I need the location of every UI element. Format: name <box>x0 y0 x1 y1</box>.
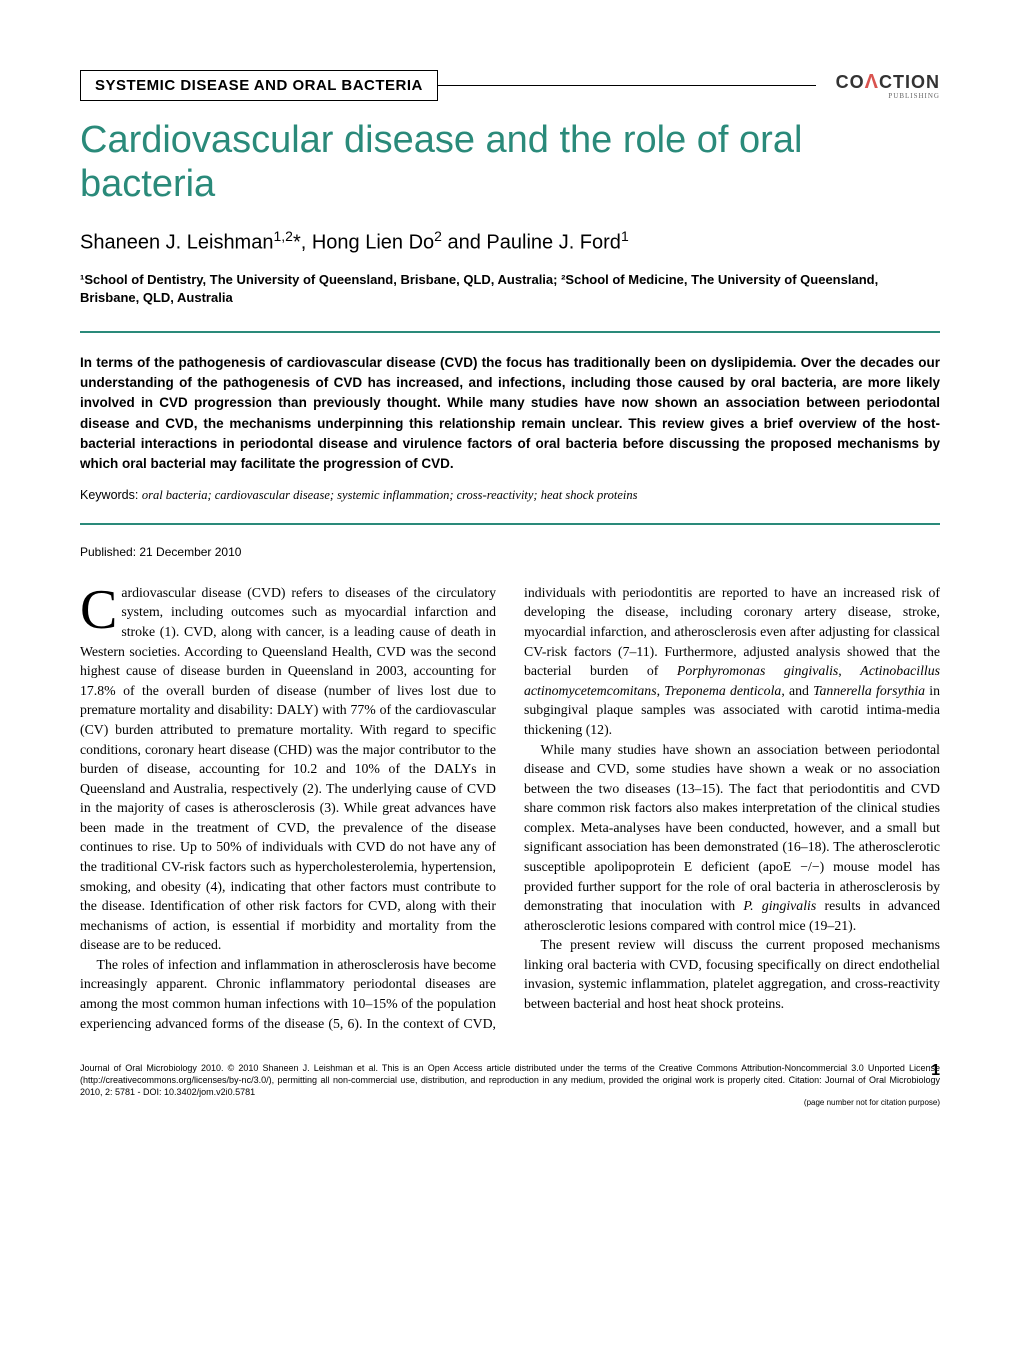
keywords-values: oral bacteria; cardiovascular disease; s… <box>142 488 638 502</box>
header-row: SYSTEMIC DISEASE AND ORAL BACTERIA COΛCT… <box>80 70 940 101</box>
body-p2-ital4: Tannerella forsythia <box>813 683 925 698</box>
publisher-text-a: CO <box>836 72 865 92</box>
section-label: SYSTEMIC DISEASE AND ORAL BACTERIA <box>80 70 438 101</box>
body-p2-m1: , <box>838 663 860 678</box>
publisher-logo: COΛCTION <box>836 71 940 94</box>
publisher-lambda-icon: Λ <box>865 71 879 93</box>
footer-sub: (page number not for citation purpose) <box>80 1098 940 1108</box>
keywords-line: Keywords: oral bacteria; cardiovascular … <box>80 488 940 503</box>
body-p3: While many studies have shown an associa… <box>524 740 940 936</box>
body-p2-ital1: Porphyromonas gingivalis <box>677 663 838 678</box>
body-p3-ital: P. gingivalis <box>743 898 816 913</box>
page-title: Cardiovascular disease and the role of o… <box>80 119 940 206</box>
section-label-wrap: SYSTEMIC DISEASE AND ORAL BACTERIA <box>80 70 816 101</box>
page-number: 1 <box>931 1061 940 1082</box>
keywords-label: Keywords: <box>80 488 142 502</box>
rule-top <box>80 331 940 333</box>
rule-bottom <box>80 523 940 525</box>
author-3: and Pauline J. Ford <box>442 232 621 254</box>
author-1-sup: 1,2 <box>273 228 292 244</box>
footer-citation: Journal of Oral Microbiology 2010. © 201… <box>80 1063 940 1098</box>
author-3-sup: 1 <box>621 228 629 244</box>
authors-line: Shaneen J. Leishman1,2*, Hong Lien Do2 a… <box>80 228 940 255</box>
body-p3-a: While many studies have shown an associa… <box>524 742 940 914</box>
publisher-block: COΛCTION PUBLISHING <box>816 71 940 100</box>
publication-date: Published: 21 December 2010 <box>80 545 940 559</box>
body-p1-text: ardiovascular disease (CVD) refers to di… <box>80 585 496 952</box>
author-sep: *, Hong Lien Do <box>293 232 434 254</box>
body-p1: Cardiovascular disease (CVD) refers to d… <box>80 583 496 955</box>
author-2-sup: 2 <box>434 228 442 244</box>
body-p2-m3: , and <box>781 683 813 698</box>
abstract: In terms of the pathogenesis of cardiova… <box>80 353 940 475</box>
body-p2-ital3: Treponema denticola <box>664 683 781 698</box>
body-p4: The present review will discuss the curr… <box>524 935 940 1013</box>
dropcap: C <box>80 583 121 635</box>
publisher-text-b: CTION <box>879 72 940 92</box>
affiliations: ¹School of Dentistry, The University of … <box>80 271 940 307</box>
body-columns: Cardiovascular disease (CVD) refers to d… <box>80 583 940 1033</box>
section-rule <box>438 85 816 87</box>
author-1: Shaneen J. Leishman <box>80 232 273 254</box>
footer: 1 Journal of Oral Microbiology 2010. © 2… <box>80 1063 940 1108</box>
